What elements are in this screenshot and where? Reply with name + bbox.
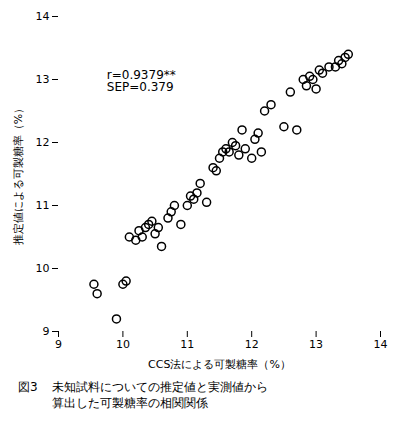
svg-text:13: 13 — [36, 73, 50, 86]
svg-text:14: 14 — [374, 338, 388, 351]
svg-text:推定値による可製糖率（%）: 推定値による可製糖率（%） — [12, 103, 25, 245]
svg-text:9: 9 — [55, 338, 62, 351]
svg-text:r=0.9379**SEP=0.379: r=0.9379**SEP=0.379 — [107, 68, 176, 94]
svg-text:14: 14 — [36, 10, 50, 23]
html-text:図3: 図3 — [18, 380, 38, 394]
html-text:未知試料についての推定値と実測値から: 未知試料についての推定値と実測値から — [51, 380, 268, 394]
svg-text:12: 12 — [36, 136, 50, 149]
svg-text:11: 11 — [180, 338, 194, 351]
svg-text:13: 13 — [309, 338, 323, 351]
svg-text:10: 10 — [36, 262, 50, 275]
svg-text:11: 11 — [36, 199, 50, 212]
html-text:算出した可製糖率の相関関係: 算出した可製糖率の相関関係 — [51, 396, 208, 411]
svg-text:CCS法による可製糖率（%）: CCS法による可製糖率（%） — [148, 358, 291, 371]
svg-text:10: 10 — [116, 338, 130, 351]
svg-text:9: 9 — [43, 325, 50, 338]
svg-text:12: 12 — [245, 338, 259, 351]
